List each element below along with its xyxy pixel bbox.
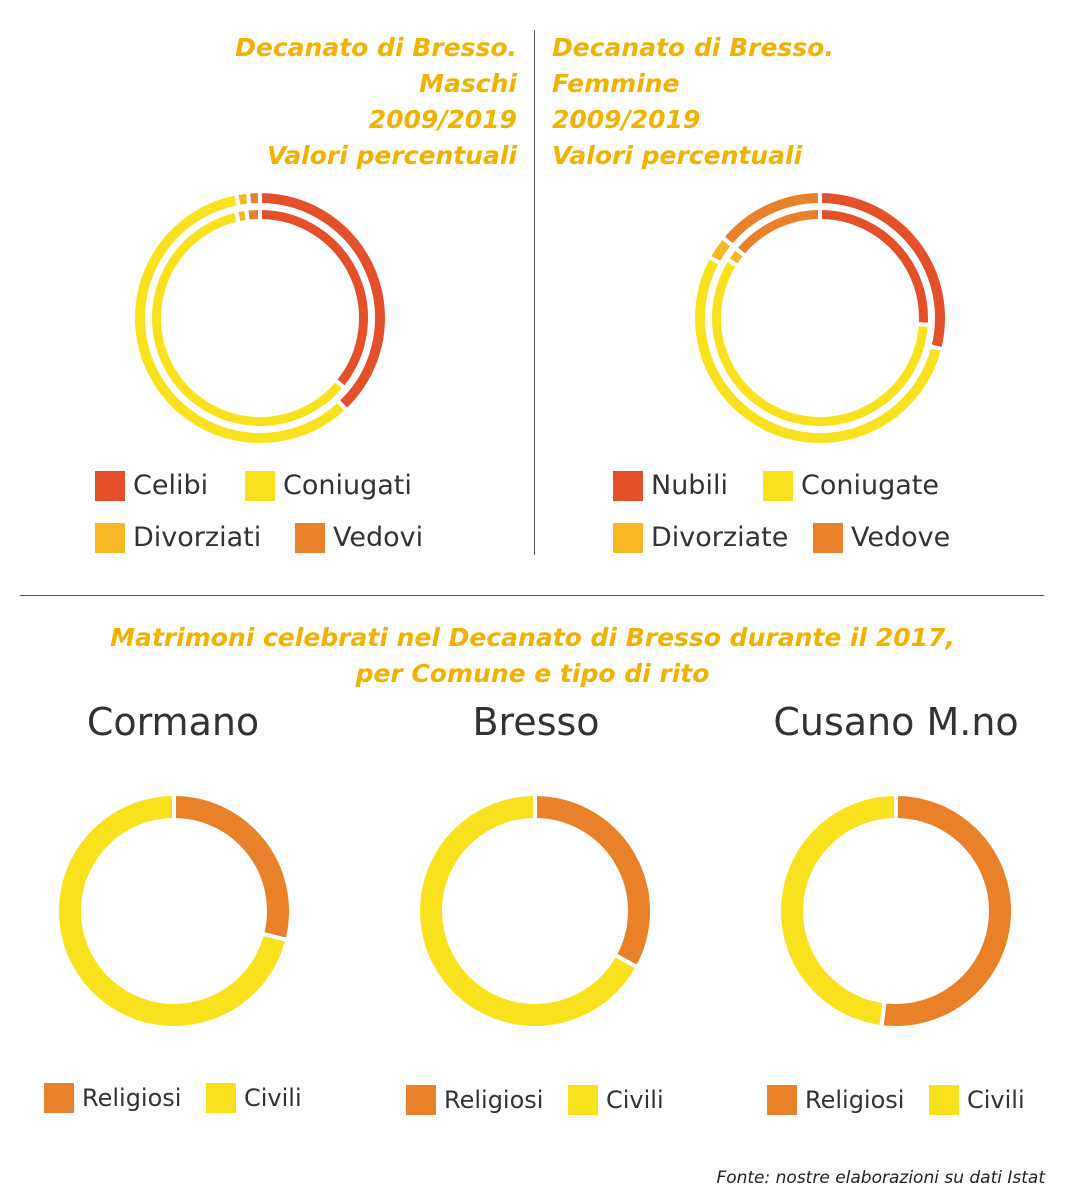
legend-swatch xyxy=(406,1085,436,1115)
subtitle-line-1: Matrimoni celebrati nel Decanato di Bres… xyxy=(110,623,955,652)
subtitle-matrimoni: Matrimoni celebrati nel Decanato di Bres… xyxy=(0,620,1065,692)
title-femmine-line-1: Decanato di Bresso. xyxy=(552,33,834,62)
legend-swatch xyxy=(763,470,793,501)
legend-swatch xyxy=(95,470,125,501)
legend-item-vedove: Vedove xyxy=(813,522,950,553)
title-femmine: Decanato di Bresso. Femmine 2009/2019 Va… xyxy=(552,30,834,174)
legend-swatch xyxy=(813,522,843,553)
outer-ring-slice-vedovi xyxy=(245,188,262,208)
legend-label: Civili xyxy=(244,1084,302,1112)
vertical-divider xyxy=(534,30,535,555)
legend-label: Civili xyxy=(606,1086,664,1114)
legend-item-religiosi: Religiosi xyxy=(44,1083,181,1113)
city-title-bresso: Bresso xyxy=(472,700,600,744)
legend-item-coniugati: Coniugati xyxy=(245,470,412,501)
legend-label: Nubili xyxy=(651,470,728,501)
legend-label: Civili xyxy=(967,1086,1025,1114)
title-femmine-line-3: 2009/2019 xyxy=(552,105,701,134)
outer-ring-slice-vedove xyxy=(719,188,822,249)
legend-label: Religiosi xyxy=(82,1084,182,1112)
legend-item-civili: Civili xyxy=(206,1083,302,1113)
city-title-cormano: Cormano xyxy=(86,700,260,744)
donut-chart-bresso xyxy=(416,791,654,1030)
title-femmine-line-4: Valori percentuali xyxy=(552,141,803,170)
legend-label: Religiosi xyxy=(444,1086,544,1114)
legend-item-celibi: Celibi xyxy=(95,470,208,501)
legend-label: Divorziati xyxy=(133,522,262,553)
donut-chart-cusano xyxy=(777,791,1015,1030)
source-note: Fonte: nostre elaborazioni su dati Istat xyxy=(716,1168,1045,1188)
legend-label: Coniugati xyxy=(283,470,412,501)
legend-item-nubili: Nubili xyxy=(613,470,728,501)
legend-label: Celibi xyxy=(133,470,209,501)
legend-item-divorziati: Divorziati xyxy=(95,522,261,553)
legend-item-religiosi: Religiosi xyxy=(767,1085,904,1115)
legend-item-coniugate: Coniugate xyxy=(763,470,939,501)
legend-swatch xyxy=(613,470,643,501)
ring-slice-civili xyxy=(777,791,898,1030)
donut-chart-femmine xyxy=(691,188,949,447)
legend-item-civili: Civili xyxy=(929,1085,1025,1115)
legend-item-vedovi: Vedovi xyxy=(295,522,423,553)
legend-item-religiosi: Religiosi xyxy=(406,1085,543,1115)
ring-slice-religiosi xyxy=(879,791,1015,1030)
legend-label: Vedovi xyxy=(333,522,424,553)
donut-chart-cormano xyxy=(55,791,293,1030)
legend-swatch xyxy=(245,470,275,501)
legend-bresso: Religiosi Civili xyxy=(406,1085,706,1121)
subtitle-line-2: per Comune e tipo di rito xyxy=(355,659,710,688)
legend-swatch xyxy=(206,1083,236,1113)
horizontal-divider xyxy=(20,595,1044,596)
legend-swatch xyxy=(767,1085,797,1115)
legend-maschi: Celibi Coniugati Divorziati Vedovi xyxy=(95,470,515,560)
title-maschi-line-1: Decanato di Bresso. xyxy=(235,33,517,62)
legend-swatch xyxy=(295,522,325,553)
legend-cormano: Religiosi Civili xyxy=(44,1083,344,1119)
title-maschi-line-2: Maschi xyxy=(419,69,517,98)
ring-slice-civili xyxy=(416,791,641,1030)
city-title-cusano: Cusano M.no xyxy=(773,700,1019,744)
legend-label: Religiosi xyxy=(805,1086,905,1114)
ring-slice-religiosi xyxy=(172,791,293,943)
legend-cusano: Religiosi Civili xyxy=(767,1085,1065,1121)
title-maschi-line-4: Valori percentuali xyxy=(266,141,517,170)
inner-ring-slice-vedovi xyxy=(243,205,262,224)
legend-swatch xyxy=(613,522,643,553)
inner-ring-slice-coniugati xyxy=(148,208,348,430)
legend-item-civili: Civili xyxy=(568,1085,664,1115)
legend-label: Coniugate xyxy=(801,470,939,501)
legend-label: Divorziate xyxy=(651,522,789,553)
ring-slice-civili xyxy=(55,791,290,1030)
title-femmine-line-2: Femmine xyxy=(552,69,680,98)
donut-chart-maschi xyxy=(131,188,389,447)
title-maschi: Decanato di Bresso. Maschi 2009/2019 Val… xyxy=(235,30,517,174)
legend-swatch xyxy=(929,1085,959,1115)
legend-femmine: Nubili Coniugate Divorziate Vedove xyxy=(613,470,1033,560)
legend-swatch xyxy=(44,1083,74,1113)
legend-swatch xyxy=(568,1085,598,1115)
inner-ring-slice-nubili xyxy=(818,205,932,328)
legend-swatch xyxy=(95,522,125,553)
ring-slice-religiosi xyxy=(533,791,654,971)
legend-label: Vedove xyxy=(851,522,951,553)
title-maschi-line-3: 2009/2019 xyxy=(368,105,517,134)
inner-ring-slice-vedove xyxy=(732,205,822,259)
legend-item-divorziate: Divorziate xyxy=(613,522,788,553)
